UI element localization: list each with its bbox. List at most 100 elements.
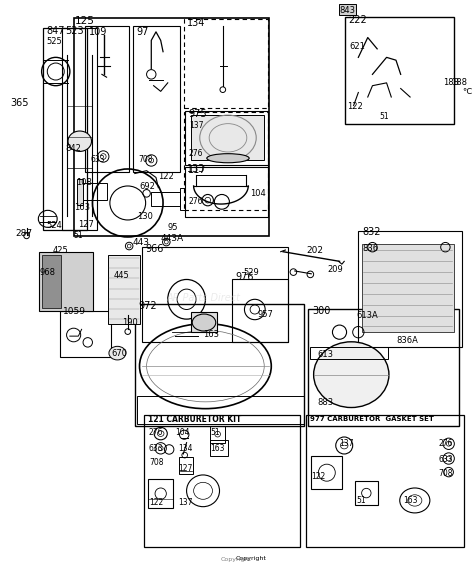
Text: 525: 525 [47,37,63,46]
Text: 708: 708 [438,469,453,478]
Bar [181,187,185,210]
Text: 51: 51 [356,496,365,505]
Text: 287: 287 [16,228,33,237]
Text: 966: 966 [146,244,164,254]
Text: 163: 163 [403,496,418,505]
Text: 633: 633 [149,444,164,453]
Text: 51: 51 [380,112,389,122]
Text: 130: 130 [137,211,153,220]
Text: ℃: ℃ [462,87,471,96]
Text: 122: 122 [347,102,363,111]
Text: 621: 621 [349,41,365,51]
Bar [311,456,342,489]
Text: 976: 976 [235,272,254,282]
Text: 425: 425 [53,245,68,254]
Bar [232,279,288,343]
Bar [61,311,111,357]
Text: Copyright: Copyright [236,556,267,561]
Ellipse shape [109,346,126,360]
Text: 97: 97 [136,27,148,37]
Bar [147,479,173,508]
Text: 843: 843 [339,6,356,15]
Bar [184,112,268,210]
Text: 523: 523 [65,26,84,36]
Ellipse shape [314,342,389,407]
Text: 276: 276 [189,149,203,158]
Bar [185,111,268,165]
Bar [137,396,304,424]
Text: 883: 883 [317,399,333,407]
Text: 122: 122 [149,498,163,507]
Text: 51: 51 [210,428,220,437]
Ellipse shape [192,314,216,331]
Text: Copyright: Copyright [220,557,251,562]
Text: 613: 613 [317,350,333,360]
Text: 121 CARBURETOR KIT: 121 CARBURETOR KIT [148,415,241,424]
Bar [306,415,464,548]
Text: 222: 222 [348,15,367,25]
Text: 529: 529 [243,268,259,277]
Text: 127: 127 [78,220,94,229]
Text: 163: 163 [203,331,219,340]
Text: 125: 125 [74,15,94,26]
Text: 276: 276 [438,439,453,448]
Bar [133,26,180,172]
Bar [73,18,269,236]
Text: 972: 972 [138,300,157,311]
Bar [185,168,268,217]
Text: 633: 633 [90,155,105,164]
Text: 977 CARBURETOR  GASKET SET: 977 CARBURETOR GASKET SET [310,416,434,423]
Text: 104: 104 [250,189,266,198]
Ellipse shape [68,131,91,152]
Text: 133: 133 [187,164,205,174]
Text: 209: 209 [328,265,344,274]
Text: 137: 137 [339,439,354,448]
Bar [362,244,454,332]
Bar [135,304,304,425]
Bar [151,191,180,206]
Text: 190: 190 [122,318,138,327]
Text: AR Parts Direct: AR Parts Direct [166,293,240,303]
Bar [179,457,193,474]
Bar [310,348,388,359]
Text: 692: 692 [139,182,155,191]
Ellipse shape [207,154,249,163]
Bar [43,28,87,229]
Text: 836A: 836A [396,336,418,345]
Bar [345,17,455,124]
Bar [210,425,225,442]
Text: 163: 163 [210,444,225,453]
Text: 1059: 1059 [64,307,86,316]
Text: 445: 445 [114,271,129,280]
Text: 188: 188 [443,78,459,87]
Bar [39,252,93,311]
Text: 842: 842 [65,144,82,153]
Text: 122: 122 [311,472,326,481]
Text: 163: 163 [73,203,90,212]
Bar [355,481,378,505]
Text: 443: 443 [132,237,149,247]
Text: 202: 202 [307,245,324,254]
Bar [77,179,82,204]
Text: 443A: 443A [161,234,184,243]
Text: 109: 109 [89,27,107,37]
Bar [142,247,288,343]
Bar [81,183,107,200]
Bar [191,312,217,332]
Bar [191,115,264,161]
Bar [62,28,97,229]
Text: 832: 832 [362,227,381,237]
Bar [338,4,356,15]
Bar [85,26,129,172]
Text: 137: 137 [179,498,193,507]
Text: 613A: 613A [356,311,378,320]
Text: 104: 104 [175,428,189,437]
Text: 670: 670 [111,349,128,358]
Bar [210,440,228,456]
Text: 188: 188 [452,78,467,87]
Text: 276: 276 [189,197,203,206]
Bar [42,255,61,308]
Bar [308,310,458,425]
Text: 108: 108 [76,178,92,186]
Text: 968: 968 [40,268,56,277]
